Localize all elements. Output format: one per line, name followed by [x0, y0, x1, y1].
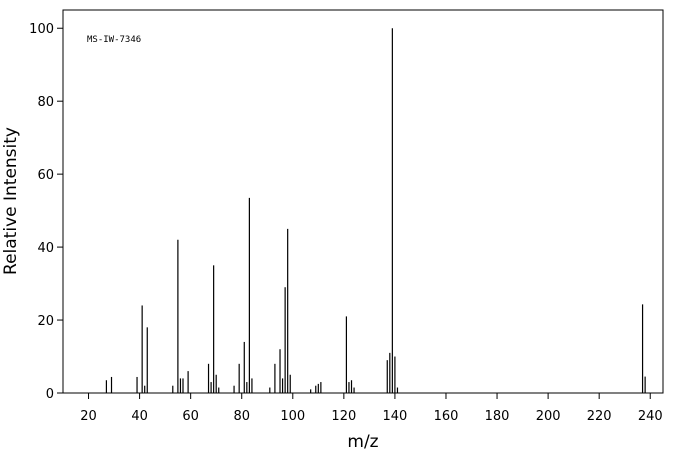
x-tick-label: 140 [383, 409, 408, 424]
y-tick-label: 40 [37, 241, 54, 256]
x-tick-label: 160 [434, 409, 459, 424]
x-tick-label: 180 [485, 409, 510, 424]
x-tick-label: 100 [280, 409, 305, 424]
y-tick-label: 80 [37, 95, 54, 110]
x-tick-label: 40 [131, 409, 148, 424]
x-tick-label: 120 [331, 409, 356, 424]
annotation: MS-IW-7346 [87, 35, 141, 45]
y-tick-label: 20 [37, 314, 54, 329]
y-tick-label: 60 [37, 168, 54, 183]
x-tick-label: 80 [233, 409, 250, 424]
plot-frame [62, 9, 664, 394]
y-axis-label: Relative Intensity [1, 127, 21, 275]
y-tick-label: 0 [46, 387, 54, 402]
y-tick-label: 100 [29, 22, 54, 37]
x-tick-label: 220 [587, 409, 612, 424]
x-tick-label: 240 [638, 409, 663, 424]
x-tick-label: 200 [536, 409, 561, 424]
x-axis-label: m/z [347, 432, 378, 452]
x-tick-label: 20 [80, 409, 97, 424]
x-tick-label: 60 [182, 409, 199, 424]
